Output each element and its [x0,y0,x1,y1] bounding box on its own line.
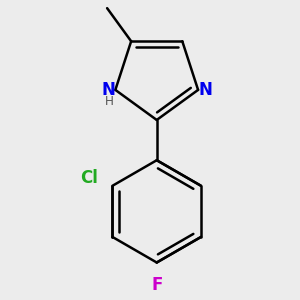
Text: H: H [105,95,114,108]
Text: N: N [198,81,212,99]
Text: Cl: Cl [81,169,98,187]
Text: N: N [101,81,116,99]
Text: F: F [151,276,162,294]
